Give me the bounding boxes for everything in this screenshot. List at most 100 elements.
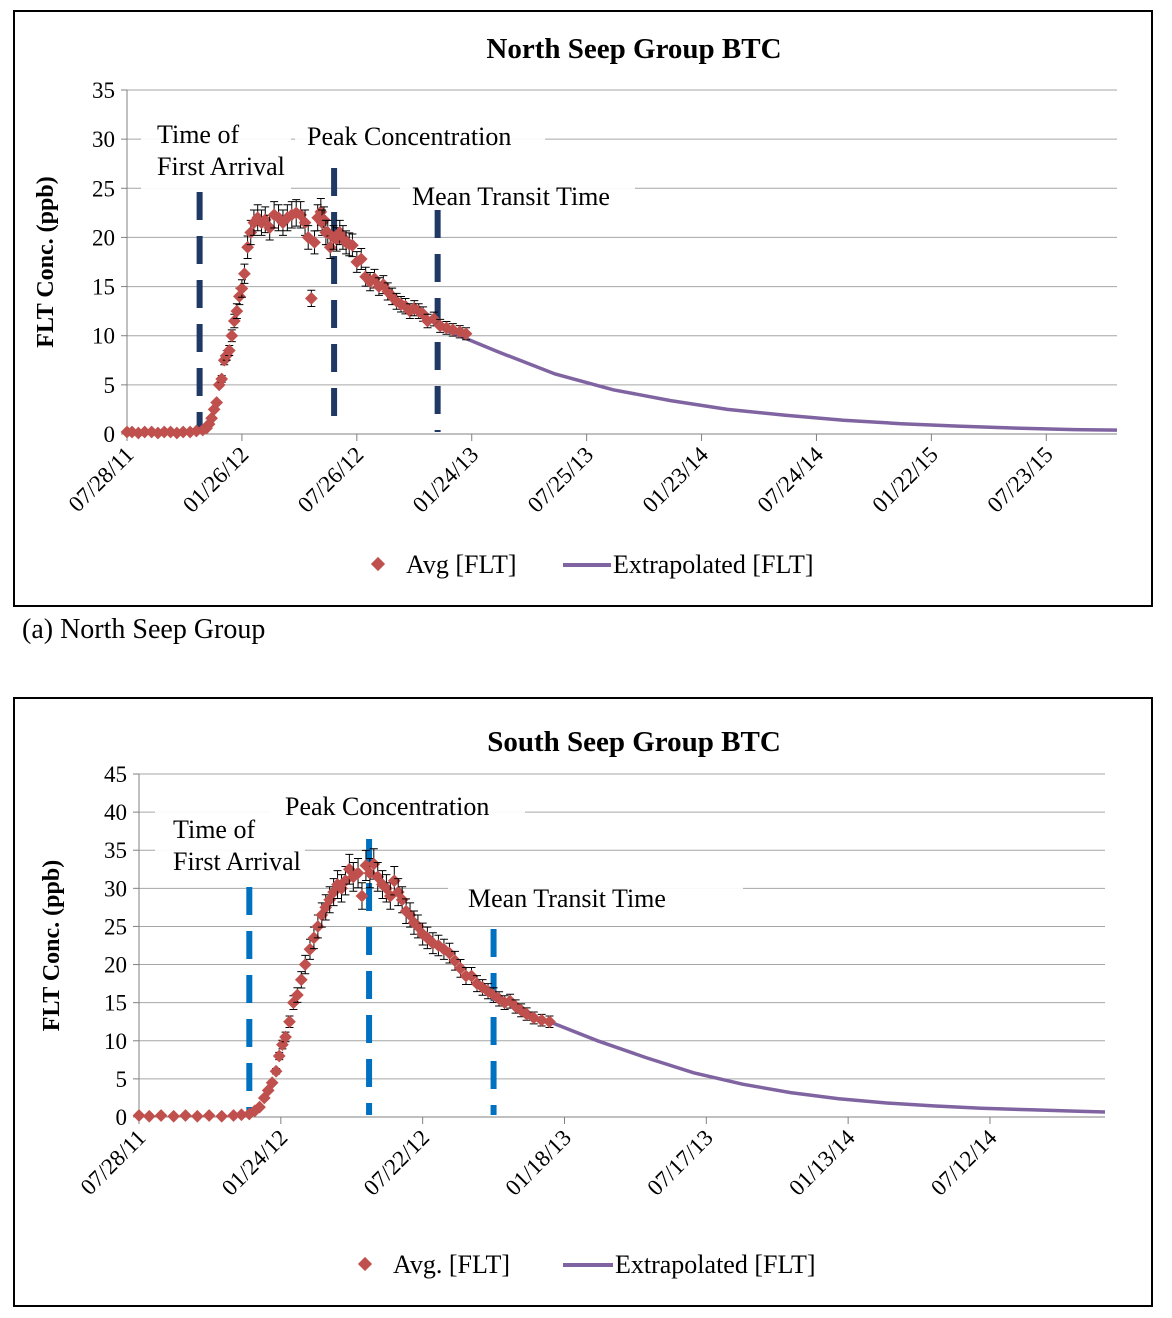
south-y-tick-label: 35 xyxy=(104,838,127,863)
south-legend-avg-label: Avg. [FLT] xyxy=(393,1250,510,1279)
north-legend-extrap-label: Extrapolated [FLT] xyxy=(613,550,813,579)
south-x-tick-label: 01/13/14 xyxy=(784,1125,860,1201)
north-y-tick-label: 15 xyxy=(92,275,115,300)
south-avg-point xyxy=(167,1109,181,1123)
north-chart: North Seep Group BTC 0 5 10 15 20 25 30 35 FLT Co… xyxy=(33,33,1118,579)
south-y-tick-label: 25 xyxy=(104,914,127,939)
north-x-tick-label: 01/24/13 xyxy=(408,442,484,518)
south-x-tick-label: 07/22/12 xyxy=(359,1125,435,1201)
south-y-axis-label: FLT Conc. (ppb) xyxy=(39,860,65,1031)
south-y-tick-label: 0 xyxy=(116,1105,128,1130)
north-chart-title: North Seep Group BTC xyxy=(486,33,781,65)
north-x-tick-label: 01/26/12 xyxy=(178,442,254,518)
south-y-tick-label: 10 xyxy=(104,1029,127,1054)
south-annotation-label: Time of xyxy=(173,815,255,844)
north-avg-point xyxy=(235,282,249,295)
south-avg-point xyxy=(311,920,325,933)
north-avg-point xyxy=(138,425,152,439)
north-annotation-label: Time of xyxy=(157,120,239,149)
north-annotation-box xyxy=(295,116,545,156)
south-legend-extrap-label: Extrapolated [FLT] xyxy=(615,1250,815,1279)
south-chart-panel: South Seep Group BTC 0 5 10 15 20 25 30 35 40 45 FL… xyxy=(13,697,1153,1307)
north-x-tick-label: 07/23/15 xyxy=(982,442,1058,518)
south-avg-point xyxy=(351,866,365,880)
north-avg-point xyxy=(346,238,359,252)
south-annotation-label: First Arrival xyxy=(173,847,301,876)
south-annotation-label: Mean Transit Time xyxy=(468,884,666,913)
south-avg-point xyxy=(190,1109,204,1123)
north-avg-point xyxy=(176,425,190,439)
south-avg-point xyxy=(454,962,467,975)
north-annotation-box xyxy=(400,174,635,216)
north-avg-point xyxy=(230,304,244,318)
south-annotation-label: Peak Concentration xyxy=(285,792,489,821)
south-x-tick-label: 07/28/11 xyxy=(76,1125,151,1200)
north-legend-avg-label: Avg [FLT] xyxy=(406,550,517,579)
north-annotation-box xyxy=(141,112,291,190)
north-y-tick-label: 30 xyxy=(92,127,115,152)
south-avg-point xyxy=(154,1109,168,1122)
south-avg-point xyxy=(272,1049,286,1063)
south-avg-point xyxy=(265,1076,279,1090)
south-chart-title: South Seep Group BTC xyxy=(487,726,781,758)
south-avg-point xyxy=(215,1109,229,1123)
south-y-tick-label: 20 xyxy=(104,953,127,978)
south-y-tick-label: 15 xyxy=(104,991,127,1016)
north-annotation-label: Mean Transit Time xyxy=(412,182,610,211)
south-avg-point xyxy=(269,1064,283,1078)
south-avg-point xyxy=(367,857,381,871)
north-y-tick-label: 25 xyxy=(92,176,115,201)
south-y-tick-label: 40 xyxy=(104,800,127,825)
south-avg-point xyxy=(443,946,456,960)
north-avg-point xyxy=(427,312,441,326)
south-chart: South Seep Group BTC 0 5 10 15 20 25 30 35 40 45 FL… xyxy=(39,726,1106,1279)
south-y-tick-label: 45 xyxy=(104,762,127,787)
south-annotation-box xyxy=(270,781,525,823)
north-avg-point xyxy=(238,267,251,281)
south-annotation-box xyxy=(448,873,743,917)
north-avg-point xyxy=(225,329,239,343)
north-avg-point xyxy=(210,396,224,409)
south-x-tick-label: 01/24/12 xyxy=(217,1125,293,1201)
south-avg-point xyxy=(132,1109,146,1122)
north-x-tick-label: 07/25/13 xyxy=(523,442,599,518)
north-avg-point xyxy=(215,372,229,386)
figure-caption: (a) North Seep Group xyxy=(22,614,266,645)
north-avg-point xyxy=(263,221,277,234)
north-x-tick-label: 07/26/12 xyxy=(293,442,369,518)
north-avg-point xyxy=(227,314,241,328)
north-avg-point xyxy=(459,327,473,341)
north-y-tick-label: 10 xyxy=(92,324,115,349)
north-y-tick-label: 20 xyxy=(92,225,115,250)
south-avg-point xyxy=(355,889,369,903)
north-avg-point xyxy=(222,344,236,357)
south-legend-avg-marker xyxy=(357,1256,373,1272)
south-avg-point xyxy=(202,1109,216,1122)
north-extrapolated-line xyxy=(439,326,1118,432)
north-annotation-label: First Arrival xyxy=(157,152,285,181)
south-x-tick-label: 07/12/14 xyxy=(926,1125,1002,1201)
north-avg-point xyxy=(317,213,331,227)
south-avg-point xyxy=(179,1109,192,1122)
north-avg-point xyxy=(241,240,254,254)
north-y-axis-label: FLT Conc. (ppb) xyxy=(33,176,59,347)
south-avg-point xyxy=(387,874,401,888)
north-y-tick-label: 5 xyxy=(104,373,116,398)
north-x-tick-label: 07/24/14 xyxy=(752,442,828,518)
south-avg-point xyxy=(142,1109,156,1123)
north-y-tick-label: 0 xyxy=(104,422,116,447)
north-avg-point xyxy=(304,292,318,305)
north-x-tick-label: 07/28/11 xyxy=(64,442,139,517)
south-y-tick-label: 30 xyxy=(104,876,127,901)
north-avg-point xyxy=(308,235,321,249)
south-avg-point xyxy=(253,1100,266,1114)
south-y-tick-label: 5 xyxy=(116,1067,128,1092)
south-avg-point xyxy=(294,973,308,987)
north-legend-avg-marker xyxy=(370,556,386,572)
south-x-tick-label: 01/18/13 xyxy=(501,1125,577,1201)
north-avg-point xyxy=(354,252,368,266)
south-avg-point xyxy=(303,942,317,956)
north-chart-panel: North Seep Group BTC 0 5 10 15 20 25 30 35 FLT Co… xyxy=(13,10,1153,607)
south-avg-point xyxy=(283,1015,296,1029)
south-x-tick-label: 07/17/13 xyxy=(642,1125,718,1201)
